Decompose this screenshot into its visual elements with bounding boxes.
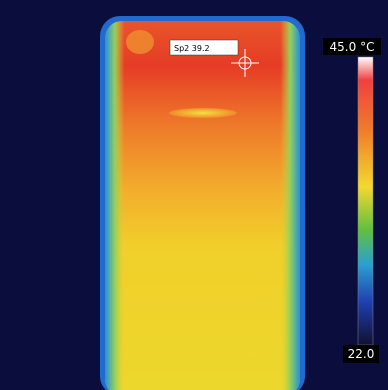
scale-max-label: 45.0 °C xyxy=(330,40,375,54)
thermal-image: Sp2 39.2 45.0 °C 22.0 xyxy=(0,0,388,390)
phone-edge xyxy=(105,21,300,390)
camera-spot xyxy=(126,30,154,54)
spot-label: Sp2 39.2 xyxy=(174,44,210,53)
earpiece-slot xyxy=(169,108,237,118)
scale-min-label: 22.0 xyxy=(348,347,375,361)
color-scale xyxy=(358,57,373,345)
